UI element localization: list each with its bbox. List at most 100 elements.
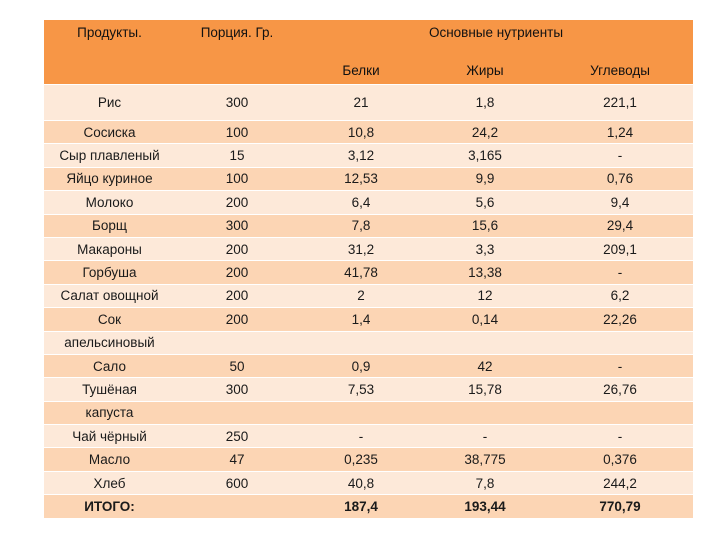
header-carbs: Углеводы	[547, 56, 694, 85]
cell-protein: 7,53	[299, 377, 423, 402]
cell-carbs: -	[547, 353, 694, 378]
cell-carbs: -	[547, 260, 694, 285]
table-row: Макароны 200 31,2 3,3 209,1	[44, 236, 694, 261]
table-row: Сосиска 100 10,8 24,2 1,24	[44, 119, 694, 144]
cell-protein: 187,4	[299, 494, 423, 518]
table-row: Сыр плавленый 15 3,12 3,165-	[44, 143, 694, 168]
cell-protein: 0,235	[299, 447, 423, 472]
cell-fat: 3,3	[423, 236, 547, 261]
table-row: Сок 200 1,4 0,14 22,26	[44, 307, 694, 332]
cell-protein	[299, 400, 423, 425]
cell-product: Сок	[44, 307, 175, 332]
cell-protein: 7,8	[299, 213, 423, 238]
cell-carbs: 209,1	[547, 236, 694, 261]
header-nutrients: Основные нутриенты	[299, 20, 694, 56]
cell-fat: 12	[423, 283, 547, 308]
cell-portion: 300	[175, 377, 299, 402]
cell-protein	[299, 330, 423, 355]
cell-product: Макароны	[44, 236, 175, 261]
table-row: Тушёная 300 7,53 15,78 26,76	[44, 377, 694, 402]
table-row: капуста	[44, 400, 694, 425]
cell-fat: 193,44	[423, 494, 547, 518]
cell-carbs: 1,24	[547, 119, 694, 144]
cell-carbs: 6,2	[547, 283, 694, 308]
cell-portion: 100	[175, 166, 299, 191]
cell-fat: 0,14	[423, 307, 547, 332]
cell-product: Масло	[44, 447, 175, 472]
cell-fat: 13,38	[423, 260, 547, 285]
cell-portion: 200	[175, 236, 299, 261]
cell-fat: 38,775	[423, 447, 547, 472]
cell-portion: 50	[175, 353, 299, 378]
cell-product: капуста	[44, 400, 175, 425]
cell-carbs: -	[547, 424, 694, 448]
cell-product: апельсиновый	[44, 330, 175, 355]
header-protein: Белки	[299, 56, 423, 85]
cell-carbs: 0,76	[547, 166, 694, 191]
cell-carbs: -	[547, 143, 694, 168]
cell-fat: 24,2	[423, 119, 547, 144]
cell-protein: 3,12	[299, 143, 423, 168]
nutrition-table-container: Продукты. Порция. Гр. Основные нутриенты…	[44, 20, 694, 518]
cell-fat: 3,165	[423, 143, 547, 168]
table-header: Продукты. Порция. Гр. Основные нутриенты…	[44, 20, 694, 85]
table-row: Сало 50 0,9 42-	[44, 353, 694, 378]
cell-protein: 12,53	[299, 166, 423, 191]
table-row: Горбуша 200 41,78 13,38-	[44, 260, 694, 285]
cell-protein: 1,4	[299, 307, 423, 332]
cell-fat	[423, 400, 547, 425]
cell-protein: 21	[299, 84, 423, 121]
cell-product: Молоко	[44, 190, 175, 215]
cell-portion: 15	[175, 143, 299, 168]
cell-product: Борщ	[44, 213, 175, 238]
cell-product: Чай чёрный	[44, 424, 175, 448]
cell-fat: 9,9	[423, 166, 547, 191]
cell-fat	[423, 330, 547, 355]
cell-carbs: 0,376	[547, 447, 694, 472]
cell-fat: 1,8	[423, 84, 547, 121]
cell-protein: 41,78	[299, 260, 423, 285]
cell-product: Рис	[44, 84, 175, 121]
cell-protein: 31,2	[299, 236, 423, 261]
table-row: Борщ 300 7,8 15,6 29,4	[44, 213, 694, 238]
cell-portion	[175, 400, 299, 425]
cell-protein: 0,9	[299, 353, 423, 378]
cell-fat: 15,78	[423, 377, 547, 402]
table-row: Молоко 200 6,4 5,6 9,4	[44, 190, 694, 215]
cell-product: ИТОГО:	[44, 494, 175, 518]
cell-portion: 200	[175, 260, 299, 285]
cell-protein: 40,8	[299, 470, 423, 495]
cell-portion: 200	[175, 283, 299, 308]
cell-portion: 600	[175, 470, 299, 495]
cell-product: Горбуша	[44, 260, 175, 285]
cell-carbs: 244,2	[547, 470, 694, 495]
cell-carbs: 22,26	[547, 307, 694, 332]
cell-fat: 5,6	[423, 190, 547, 215]
cell-product: Хлеб	[44, 470, 175, 495]
table-row: Хлеб 600 40,8 7,8 244,2	[44, 470, 694, 495]
header-fat: Жиры	[423, 56, 547, 85]
nutrition-table: Продукты. Порция. Гр. Основные нутриенты…	[44, 20, 694, 518]
cell-fat: 42	[423, 353, 547, 378]
header-products: Продукты.	[44, 20, 175, 85]
cell-product: Сосиска	[44, 119, 175, 144]
cell-portion: 200	[175, 307, 299, 332]
table-row: Яйцо куриное 100 12,53 9,9 0,76	[44, 166, 694, 191]
cell-product: Сало	[44, 353, 175, 378]
cell-protein: 6,4	[299, 190, 423, 215]
cell-protein: 2	[299, 283, 423, 308]
cell-carbs: 29,4	[547, 213, 694, 238]
cell-portion: 47	[175, 447, 299, 472]
table-row: Салат овощной 200 2 12 6,2	[44, 283, 694, 308]
cell-carbs: 9,4	[547, 190, 694, 215]
cell-product: Сыр плавленый	[44, 143, 175, 168]
cell-portion	[175, 494, 299, 518]
cell-carbs	[547, 330, 694, 355]
cell-protein: -	[299, 424, 423, 448]
cell-portion: 200	[175, 190, 299, 215]
header-portion: Порция. Гр.	[175, 20, 299, 85]
cell-product: Тушёная	[44, 377, 175, 402]
table-row: Рис 300 21 1,8 221,1	[44, 84, 694, 121]
cell-portion: 300	[175, 84, 299, 121]
cell-product: Салат овощной	[44, 283, 175, 308]
